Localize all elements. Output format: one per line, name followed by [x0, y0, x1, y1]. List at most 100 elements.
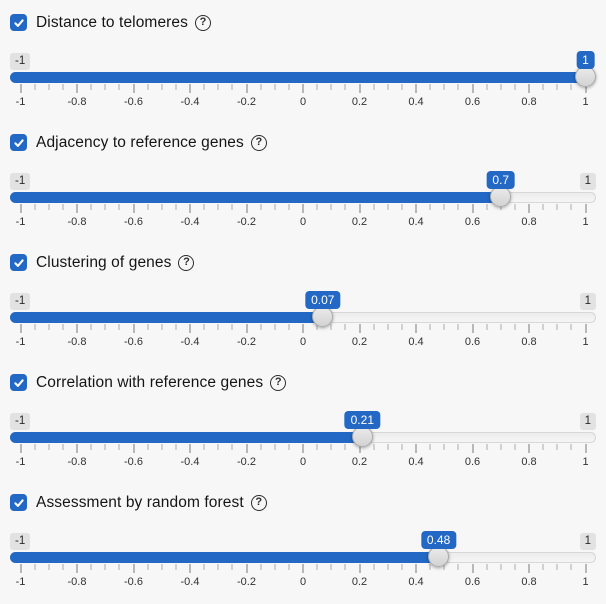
minor-tick	[62, 444, 64, 450]
major-tick	[76, 564, 78, 573]
checkbox-distance-to-telomeres[interactable]	[10, 14, 27, 31]
checkbox-correlation-with-reference-genes[interactable]	[10, 374, 27, 391]
minor-tick	[443, 204, 445, 210]
slider-label[interactable]: Correlation with reference genes	[36, 373, 264, 391]
minor-tick	[330, 444, 332, 450]
minor-tick	[570, 84, 572, 90]
checkbox-adjacency-to-reference-genes[interactable]	[10, 134, 27, 151]
help-icon[interactable]: ?	[270, 374, 287, 391]
slider-handle[interactable]	[351, 426, 373, 447]
minor-tick	[373, 564, 375, 570]
tick-label: 0.8	[521, 456, 537, 468]
minor-tick	[231, 204, 233, 210]
range-slider[interactable]: -1 1 0.07 -1 -0.8 -0.6 -0.4 -0.2 0 0.2 0.4 0.6 0.…	[10, 291, 596, 355]
minor-tick	[90, 324, 92, 330]
major-tick	[585, 204, 586, 213]
range-slider[interactable]: -1 1 0.48 -1 -0.8 -0.6 -0.4 -0.2 0 0.2 0.4 0.6 0.…	[10, 531, 596, 595]
slider-track[interactable]	[10, 72, 596, 83]
minor-tick	[344, 444, 346, 450]
major-tick	[76, 204, 78, 213]
major-tick	[189, 204, 191, 213]
minor-tick	[104, 204, 106, 210]
minor-tick	[401, 564, 403, 570]
minor-tick	[344, 564, 346, 570]
minor-tick	[401, 204, 403, 210]
major-tick	[76, 324, 78, 333]
checkbox-clustering-of-genes[interactable]	[10, 254, 27, 271]
tick-label: -0.2	[237, 96, 256, 108]
minor-tick	[90, 204, 92, 210]
major-tick	[415, 444, 417, 453]
major-tick	[415, 204, 417, 213]
tick-label: -0.4	[180, 576, 200, 588]
help-icon[interactable]: ?	[250, 494, 267, 511]
range-slider[interactable]: -1 1 0.21 -1 -0.8 -0.6 -0.4 -0.2 0 0.2 0.4 0.6 0.…	[10, 411, 596, 475]
minor-tick	[217, 324, 219, 330]
slider-label[interactable]: Distance to telomeres	[36, 13, 188, 31]
minor-tick	[104, 444, 106, 450]
minor-tick	[457, 444, 459, 450]
help-icon[interactable]: ?	[178, 254, 195, 271]
slider-track[interactable]	[10, 432, 596, 443]
checkbox-assessment-by-random-forest[interactable]	[10, 494, 27, 511]
minor-tick	[62, 564, 64, 570]
tick-label: -0.8	[67, 456, 87, 468]
minor-tick	[514, 444, 516, 450]
minor-tick	[48, 84, 50, 90]
minor-tick	[217, 564, 219, 570]
minor-tick	[274, 324, 276, 330]
slider-track[interactable]	[10, 192, 596, 203]
minor-tick	[288, 564, 290, 570]
major-tick	[246, 84, 247, 93]
tick-label: -0.4	[180, 216, 200, 228]
major-tick	[528, 444, 530, 453]
tick-label: 0.4	[408, 336, 424, 348]
slider-fill	[10, 72, 586, 83]
tick-label: 0.2	[351, 456, 368, 468]
minor-tick	[514, 84, 516, 90]
tick-label: 0.6	[464, 456, 481, 468]
tick-label: -1	[15, 336, 26, 348]
major-tick	[585, 84, 586, 93]
minor-tick	[231, 564, 233, 570]
range-slider[interactable]: -1 1 1 -1 -0.8 -0.6 -0.4 -0.2 0 0.2 0.4 0.6 0.8 1	[10, 51, 596, 115]
slider-block-correlation-with-reference-genes: Correlation with reference genes ? -1 1 …	[10, 360, 596, 480]
minor-tick	[175, 204, 177, 210]
minor-tick	[203, 444, 205, 450]
major-tick	[302, 84, 304, 93]
minor-tick	[429, 324, 431, 330]
minor-tick	[34, 204, 36, 210]
major-tick	[585, 324, 586, 333]
minor-tick	[288, 84, 290, 90]
slider-grid: -1 -0.8 -0.6 -0.4 -0.2 0 0.2 0.4 0.6 0.8 1	[16, 324, 589, 352]
range-slider[interactable]: -1 1 0.7 -1 -0.8 -0.6 -0.4 -0.2 0 0.2 0.4 0.6 0.8…	[10, 171, 596, 235]
minor-tick	[34, 444, 36, 450]
tick-label: 0.8	[521, 336, 537, 348]
major-tick	[20, 204, 21, 213]
slider-min-label: -1	[10, 533, 31, 550]
minor-tick	[260, 564, 262, 570]
slider-track[interactable]	[10, 312, 596, 323]
minor-tick	[62, 84, 64, 90]
tick-label: 0	[299, 336, 307, 348]
minor-tick	[48, 444, 50, 450]
slider-label[interactable]: Clustering of genes	[36, 253, 172, 271]
slider-label[interactable]: Adjacency to reference genes	[36, 133, 244, 151]
minor-tick	[330, 204, 332, 210]
tick-label: -0.8	[67, 96, 87, 108]
slider-track[interactable]	[10, 552, 596, 563]
help-icon[interactable]: ?	[195, 14, 211, 31]
check-icon	[13, 18, 24, 27]
minor-tick	[147, 564, 149, 570]
slider-label[interactable]: Assessment by random forest	[36, 493, 244, 511]
minor-tick	[175, 444, 177, 450]
minor-tick	[118, 84, 120, 90]
major-tick	[528, 204, 530, 213]
help-icon[interactable]: ?	[250, 134, 267, 151]
slider-handle[interactable]	[428, 546, 450, 567]
major-tick	[133, 564, 134, 573]
check-icon	[13, 138, 24, 147]
slider-handle[interactable]	[575, 66, 596, 87]
slider-min-label: -1	[10, 293, 31, 310]
tick-label: 0.6	[464, 216, 481, 228]
